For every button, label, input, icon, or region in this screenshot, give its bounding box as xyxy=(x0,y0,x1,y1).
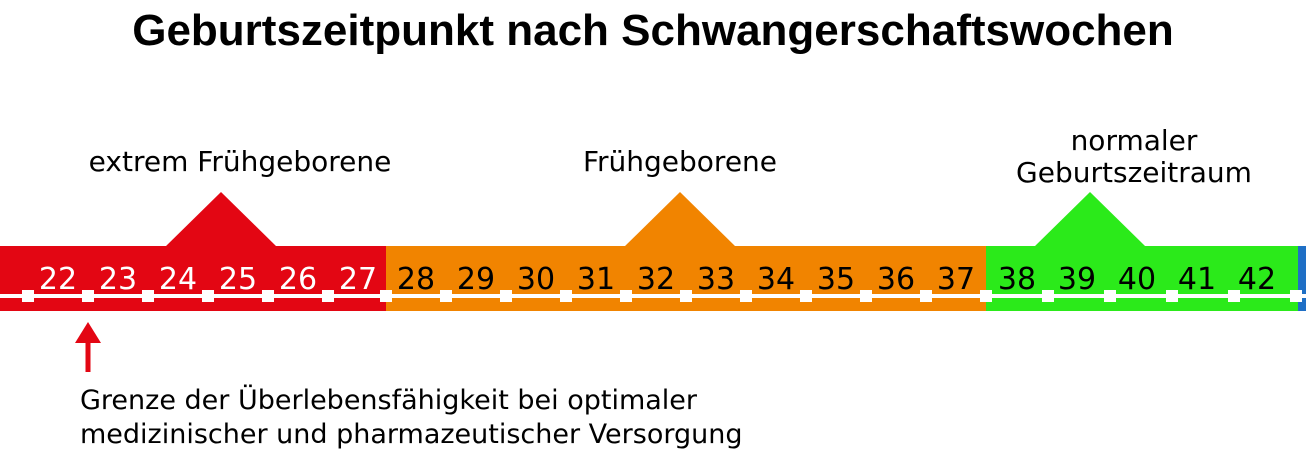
category-label-preterm: Frühgeborene xyxy=(582,145,778,178)
tick-mark xyxy=(740,290,752,302)
tick-mark xyxy=(800,290,812,302)
survival-limit-note-line-2: medizinischer und pharmazeutischer Verso… xyxy=(80,419,743,450)
survival-limit-note: Grenze der Überlebensfähigkeit bei optim… xyxy=(80,384,742,452)
week-label-30: 30 xyxy=(517,262,555,297)
tick-mark xyxy=(1166,290,1178,302)
week-label-39: 39 xyxy=(1058,262,1096,297)
week-label-24: 24 xyxy=(159,262,197,297)
week-label-29: 29 xyxy=(457,262,495,297)
tick-mark xyxy=(860,290,872,302)
segment-normal xyxy=(986,246,1298,311)
survival-limit-arrow xyxy=(75,322,101,372)
week-label-35: 35 xyxy=(817,262,855,297)
week-label-25: 25 xyxy=(219,262,257,297)
pointer-preterm xyxy=(624,192,736,247)
tick-mark xyxy=(1228,290,1240,302)
week-label-27: 27 xyxy=(339,262,377,297)
segment-extreme-preterm xyxy=(0,246,386,311)
page-title: Geburtszeitpunkt nach Schwangerschaftswo… xyxy=(132,6,1174,55)
week-label-22: 22 xyxy=(39,262,77,297)
week-label-34: 34 xyxy=(757,262,795,297)
tick-mark xyxy=(82,290,94,302)
tick-mark xyxy=(560,290,572,302)
week-label-32: 32 xyxy=(637,262,675,297)
category-label-normal-line-1: normaler xyxy=(1070,124,1198,157)
tick-mark xyxy=(1290,290,1302,302)
week-label-37: 37 xyxy=(937,262,975,297)
tick-mark xyxy=(202,290,214,302)
pointer-extreme-preterm xyxy=(165,192,277,247)
tick-mark xyxy=(920,290,932,302)
category-label-extreme-preterm: extrem Frühgeborene xyxy=(88,145,392,178)
tick-mark xyxy=(680,290,692,302)
week-label-31: 31 xyxy=(577,262,615,297)
category-label-normal: normaler Geburtszeitraum xyxy=(984,125,1284,189)
week-label-36: 36 xyxy=(877,262,915,297)
timeline-edge xyxy=(1298,246,1306,311)
tick-mark xyxy=(262,290,274,302)
tick-mark xyxy=(440,290,452,302)
survival-limit-note-line-1: Grenze der Überlebensfähigkeit bei optim… xyxy=(80,385,698,416)
week-label-26: 26 xyxy=(279,262,317,297)
week-label-40: 40 xyxy=(1118,262,1156,297)
week-label-33: 33 xyxy=(697,262,735,297)
tick-mark xyxy=(620,290,632,302)
pointer-normal xyxy=(1034,192,1146,247)
tick-mark xyxy=(980,290,992,302)
week-label-42: 42 xyxy=(1238,262,1276,297)
tick-mark xyxy=(500,290,512,302)
tick-mark xyxy=(1104,290,1116,302)
tick-mark xyxy=(1042,290,1054,302)
week-label-28: 28 xyxy=(397,262,435,297)
category-label-normal-line-2: Geburtszeitraum xyxy=(1016,156,1252,189)
tick-mark xyxy=(22,290,34,302)
tick-mark xyxy=(142,290,154,302)
week-label-23: 23 xyxy=(99,262,137,297)
tick-mark xyxy=(322,290,334,302)
week-label-38: 38 xyxy=(998,262,1036,297)
tick-mark xyxy=(380,290,392,302)
week-label-41: 41 xyxy=(1178,262,1216,297)
